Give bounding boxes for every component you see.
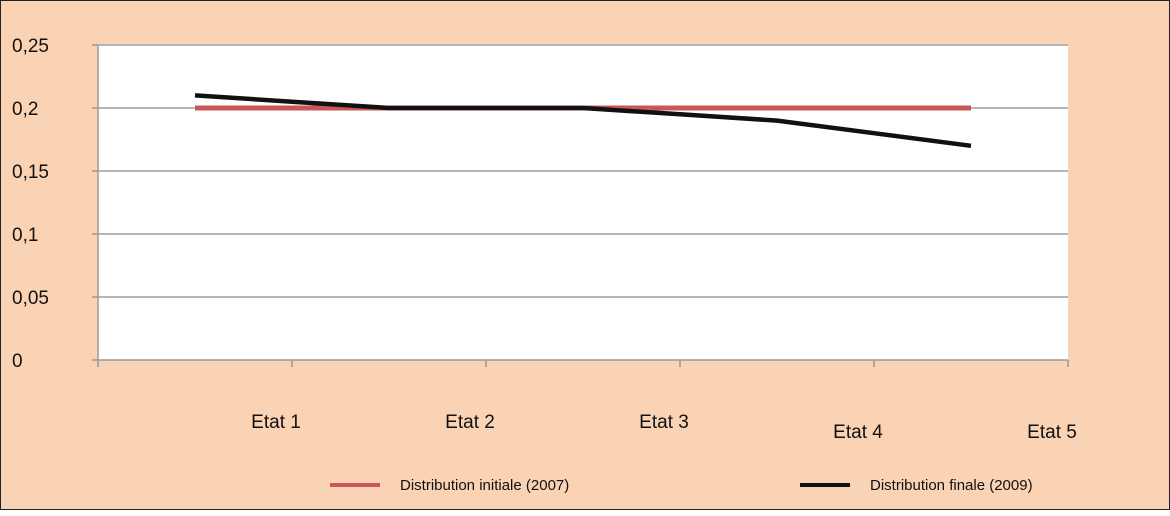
y-tick-label: 0,25 bbox=[12, 36, 49, 57]
y-tick-label: 0,05 bbox=[12, 288, 49, 309]
y-tick-label: 0,15 bbox=[12, 162, 49, 183]
x-category-label: Etat 1 bbox=[251, 412, 301, 433]
x-category-label: Etat 5 bbox=[1027, 422, 1077, 443]
plot-area bbox=[98, 45, 1068, 360]
legend-label-1: Distribution initiale (2007) bbox=[400, 477, 569, 494]
x-category-label: Etat 2 bbox=[445, 412, 495, 433]
legend-label-2: Distribution finale (2009) bbox=[870, 477, 1033, 494]
y-tick-label: 0,2 bbox=[12, 99, 38, 120]
y-tick-label: 0 bbox=[12, 351, 23, 372]
x-category-label: Etat 4 bbox=[833, 422, 883, 443]
series-line-2 bbox=[194, 93, 972, 149]
y-tick-label: 0,1 bbox=[12, 225, 38, 246]
x-category-label: Etat 3 bbox=[639, 412, 689, 433]
